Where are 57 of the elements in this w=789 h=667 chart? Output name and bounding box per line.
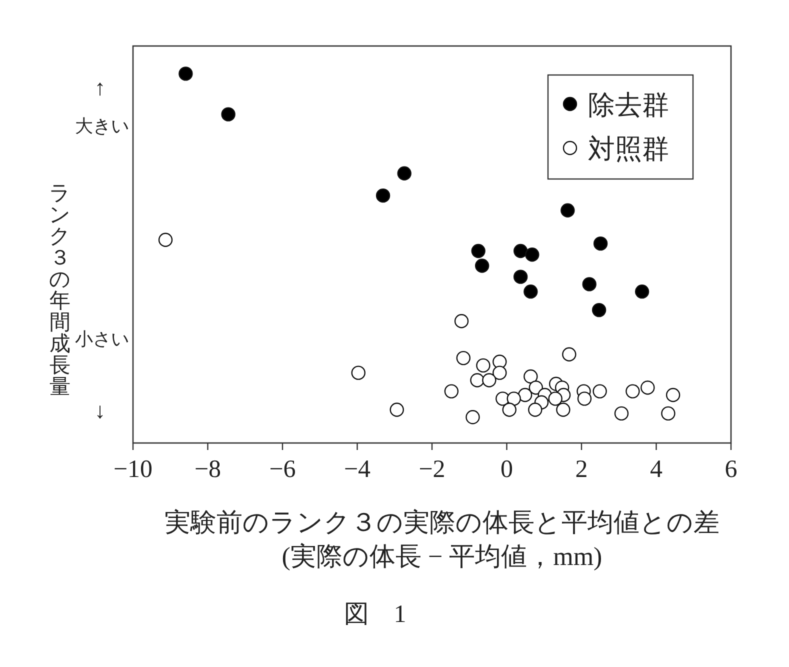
point	[626, 384, 640, 398]
point	[471, 244, 486, 258]
point	[502, 402, 516, 417]
x-tick-label: 4	[650, 456, 663, 483]
caption: 図 1	[344, 601, 406, 628]
point	[582, 277, 596, 292]
point	[506, 392, 521, 406]
point	[390, 402, 404, 417]
point	[397, 166, 412, 181]
point	[593, 236, 608, 251]
point	[158, 232, 173, 247]
point	[592, 384, 607, 398]
x-tick-label: 6	[724, 456, 738, 483]
point	[528, 402, 542, 417]
x-tick-label: 0	[500, 456, 513, 483]
point	[470, 373, 484, 388]
point	[444, 384, 459, 398]
x-tick-label: −6	[269, 456, 296, 483]
point	[466, 410, 480, 424]
point	[614, 406, 629, 421]
x-tick-label: 2	[575, 456, 588, 483]
point	[476, 358, 490, 373]
point	[548, 392, 562, 406]
point	[518, 388, 532, 402]
legend-label: 除去群	[588, 90, 669, 120]
point	[592, 302, 606, 318]
point	[474, 258, 490, 273]
point	[178, 66, 193, 81]
point	[562, 347, 576, 362]
point	[634, 284, 650, 299]
x-tick-label: −2	[418, 456, 446, 483]
text: ↑大きい	[75, 75, 129, 136]
point	[640, 380, 655, 395]
point	[556, 402, 570, 417]
text: 小さい↓	[75, 329, 129, 423]
point	[513, 244, 528, 258]
x-tick-label: −10	[113, 456, 153, 483]
x-tick-label: −8	[194, 456, 222, 483]
text: ランク３の年間成長量	[49, 181, 71, 398]
point	[492, 366, 507, 380]
point	[560, 203, 575, 218]
point	[454, 314, 469, 328]
point	[351, 366, 366, 380]
point	[513, 270, 528, 284]
point	[456, 350, 470, 366]
point	[221, 107, 236, 122]
point	[524, 369, 538, 384]
point	[376, 188, 390, 203]
point	[482, 373, 496, 388]
point	[577, 392, 592, 406]
point	[525, 248, 540, 262]
x-tick-label: −4	[344, 456, 372, 483]
point	[666, 388, 680, 402]
point	[524, 284, 538, 299]
legend-label: 対照群	[588, 134, 669, 164]
point	[661, 406, 676, 421]
x-axis-title: 実験前のランク３の実際の体長と平均値との差 (実際の体長 − 平均値，mm)	[164, 508, 720, 571]
